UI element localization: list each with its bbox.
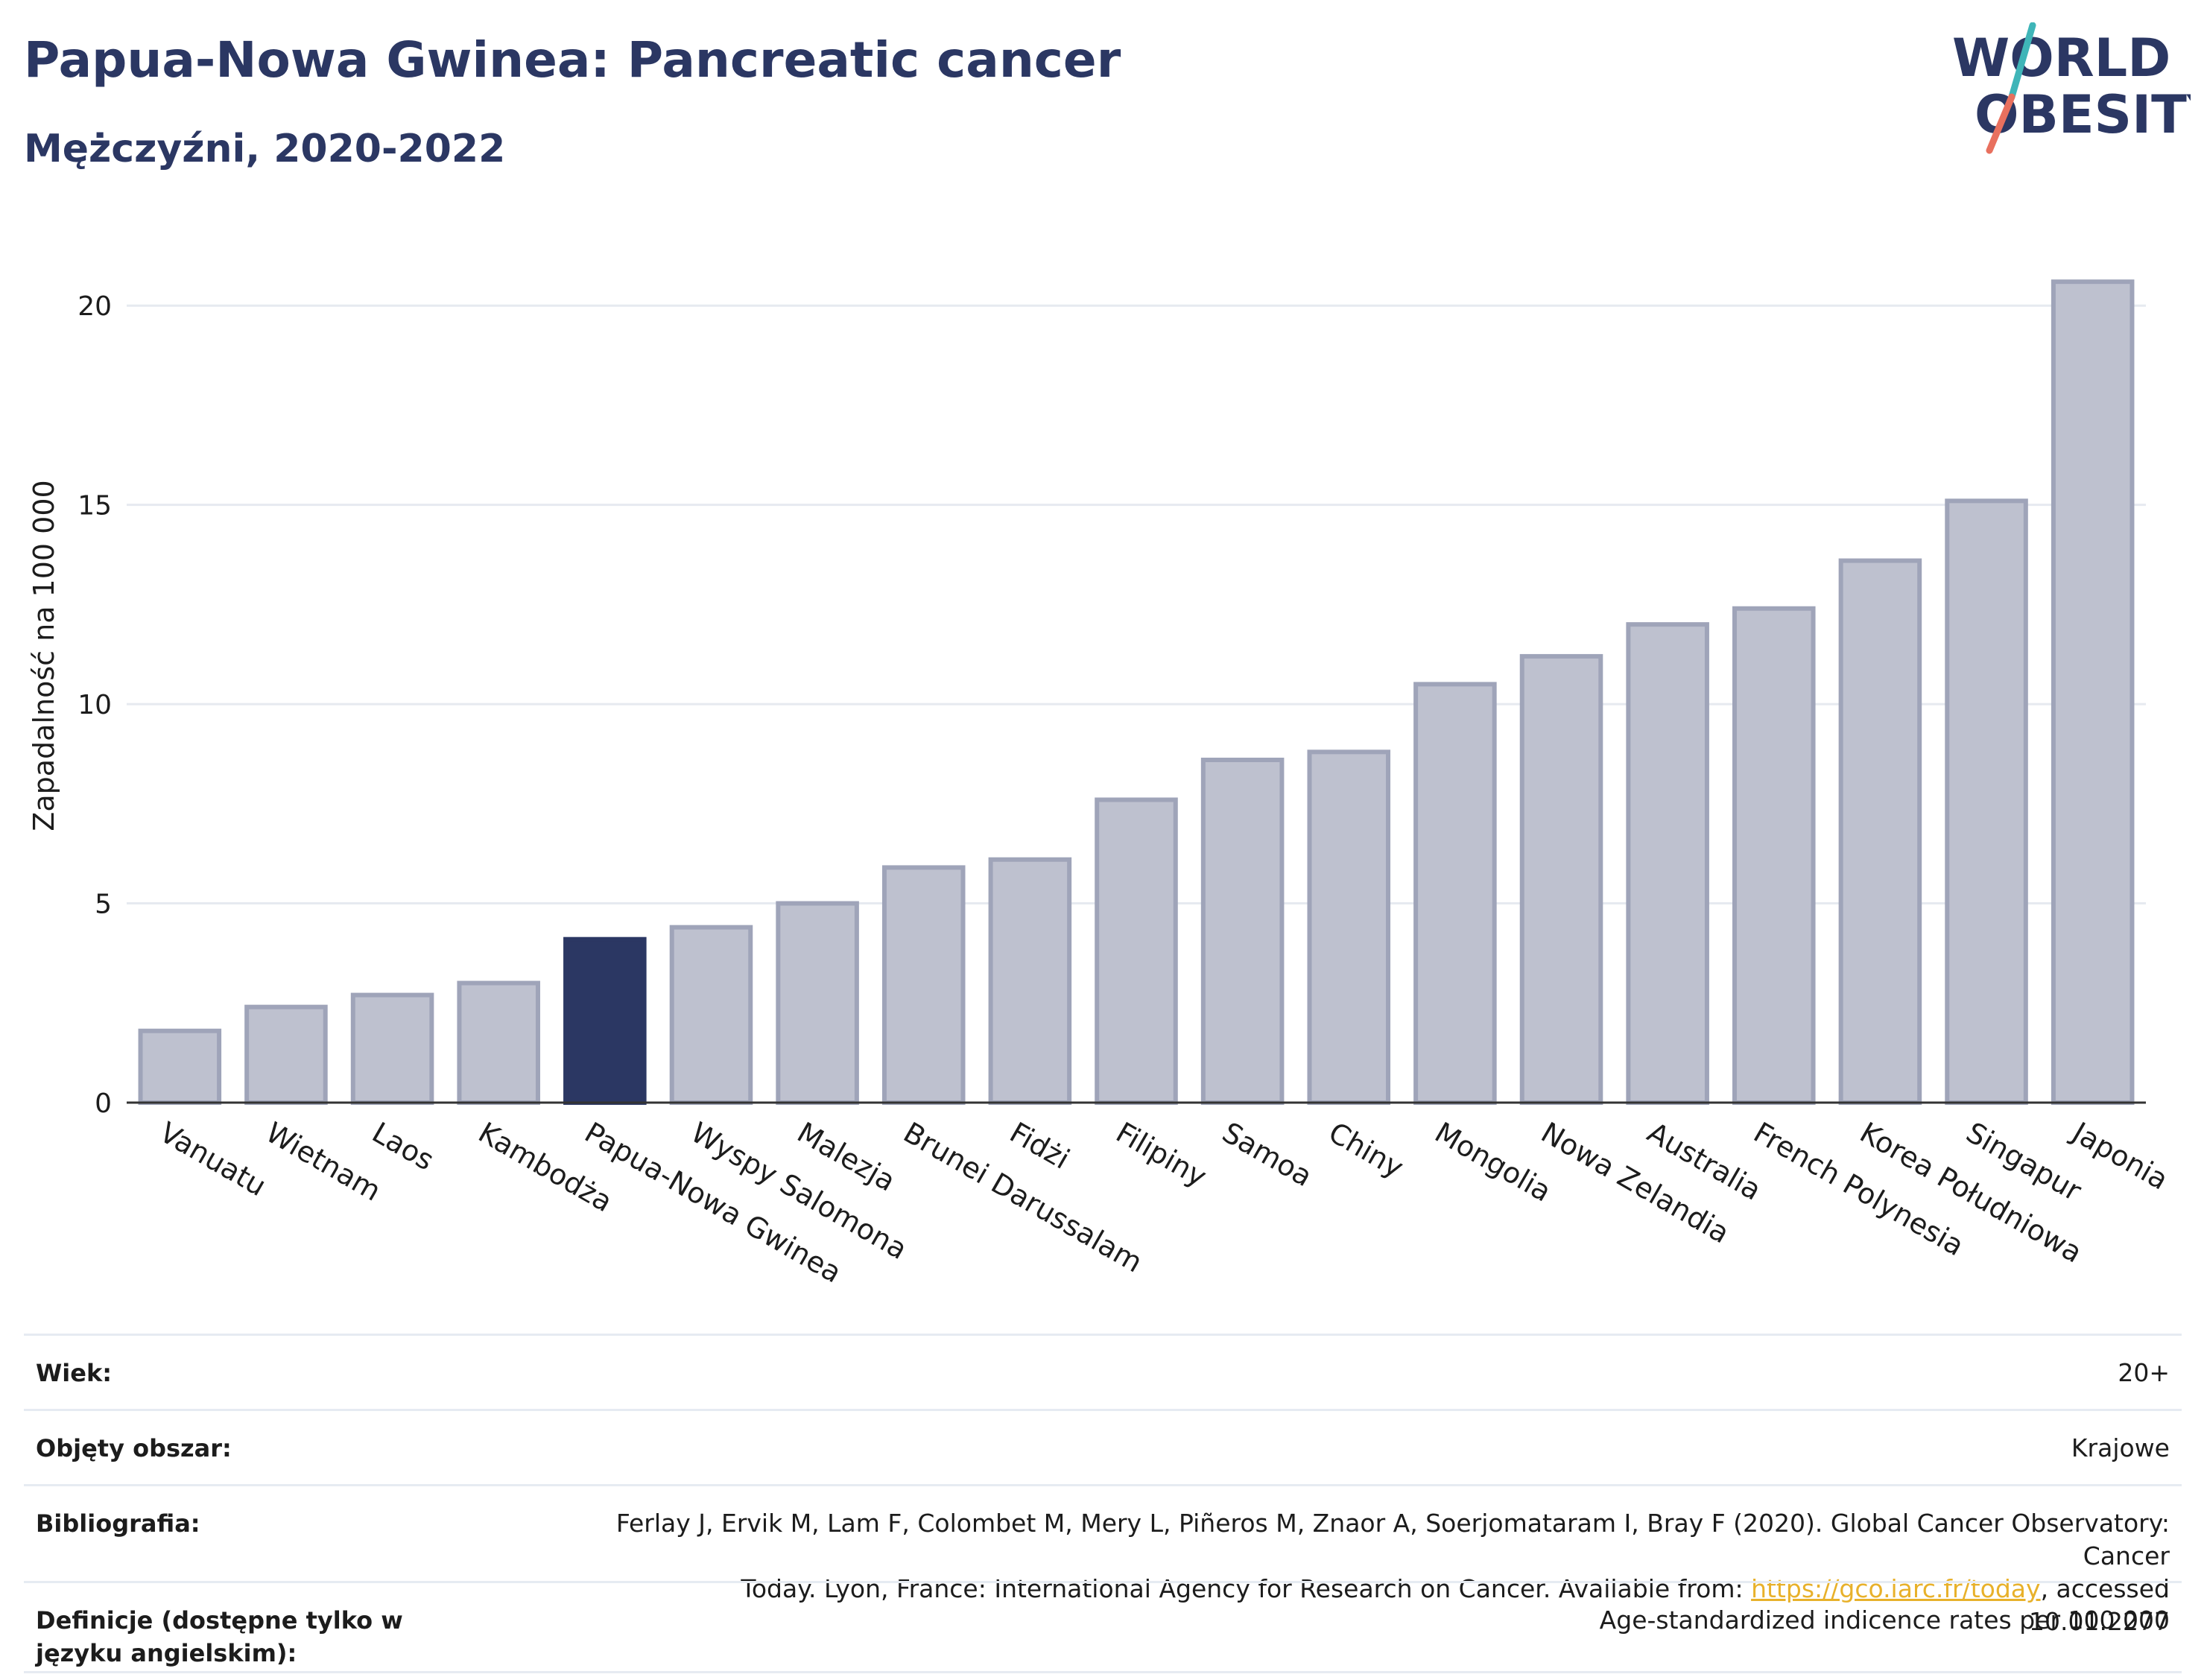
bar [1838, 558, 1922, 1105]
x-tick-label: Nowa Zelandia [1536, 1116, 1735, 1250]
meta-row-age: Wiek: 20+ [24, 1334, 2182, 1409]
metadata-table: Wiek: 20+ Objęty obszar: Krajowe Bibliog… [24, 1334, 2182, 1673]
bib-link[interactable]: https://gco.iarc.fr/today [1751, 1574, 2041, 1603]
meta-row-definitions: Definicje (dostępne tylko w języku angie… [24, 1581, 2182, 1673]
x-tick-label: Filipiny [1111, 1116, 1212, 1194]
x-tick-label: Chiny [1323, 1116, 1409, 1185]
meta-row-area: Objęty obszar: Krajowe [24, 1409, 2182, 1484]
y-tick-label: 0 [95, 1088, 112, 1119]
x-tick-label: Samoa [1217, 1116, 1317, 1194]
logo-line1: WORLD [1952, 28, 2170, 89]
bar [1095, 797, 1178, 1106]
bar [1519, 653, 1603, 1105]
bar [457, 980, 540, 1106]
bib-line2-pre: Today. Lyon, France: International Agenc… [741, 1574, 1752, 1603]
bar [2051, 279, 2135, 1105]
y-tick-label: 15 [77, 491, 112, 522]
x-tick-label: Mongolia [1429, 1116, 1557, 1208]
x-tick-label: Vanuatu [154, 1116, 272, 1202]
bar [881, 865, 966, 1105]
y-tick-label: 20 [77, 291, 112, 322]
bar [244, 1004, 328, 1106]
logo-slash-coral [1986, 93, 2015, 154]
x-tick-label: Fidżi [1004, 1116, 1075, 1176]
y-axis-label: Zapadalność na 100 000 [28, 480, 60, 831]
bar [350, 992, 434, 1106]
bib-line1: Ferlay J, Ervik M, Lam F, Colombet M, Me… [615, 1509, 2170, 1570]
x-tick-label: Laos [367, 1116, 440, 1177]
bars [138, 279, 2135, 1106]
x-tick-label: Wietnam [260, 1116, 386, 1208]
meta-def-label: Definicje (dostępne tylko w języku angie… [36, 1606, 403, 1667]
bar [669, 925, 753, 1105]
logo-slash-teal [2008, 22, 2036, 101]
chart-subtitle: Mężczyźni, 2020-2022 [24, 127, 506, 171]
meta-area-value: Krajowe [2071, 1433, 2170, 1462]
bar [1307, 749, 1391, 1105]
bar [1626, 622, 1709, 1105]
bar [1945, 498, 2028, 1105]
bar [138, 1028, 222, 1106]
y-tick-label: 10 [77, 690, 112, 720]
bar [1732, 606, 1816, 1105]
meta-age-value: 20+ [2118, 1358, 2170, 1387]
meta-bib-label: Bibliografia: [36, 1509, 200, 1538]
world-obesity-logo: WORLD OBESITY [1952, 22, 2191, 154]
bar [988, 857, 1072, 1106]
meta-row-bibliography: Bibliografia: Ferlay J, Ervik M, Lam F, … [24, 1484, 2182, 1636]
chart-title: Papua-Nowa Gwinea: Pancreatic cancer [24, 31, 1121, 89]
bar [776, 901, 859, 1105]
bib-line2-post: , accessed 10.01.2277 [2029, 1574, 2170, 1636]
meta-age-label: Wiek: [36, 1359, 113, 1387]
bar [563, 936, 647, 1105]
bar [1200, 758, 1285, 1105]
y-tick-label: 5 [95, 890, 112, 920]
meta-area-label: Objęty obszar: [36, 1434, 232, 1462]
meta-def-value: Age-standardized indicence rates per 100… [1599, 1605, 2170, 1635]
meta-bib-value: Ferlay J, Ervik M, Lam F, Colombet M, Me… [605, 1507, 2170, 1638]
bar [1413, 682, 1497, 1105]
